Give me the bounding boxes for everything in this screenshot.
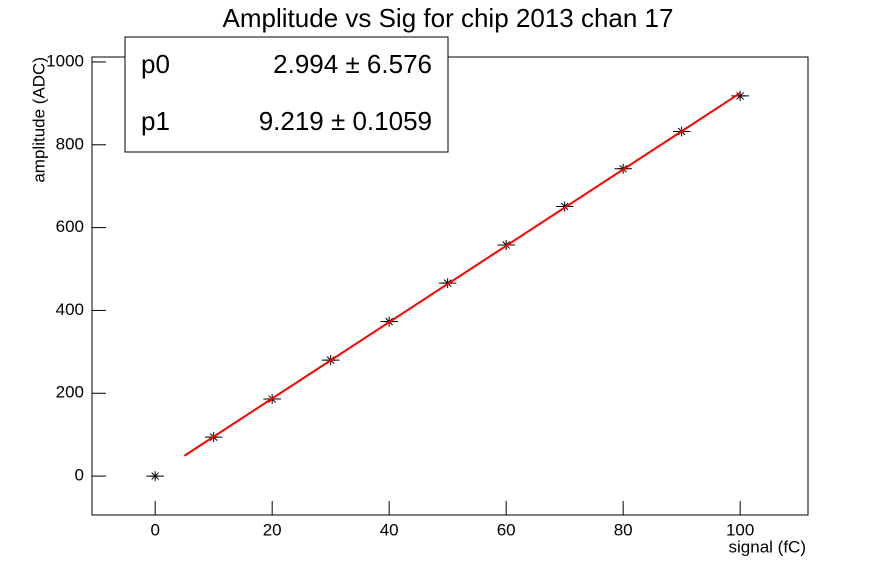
x-tick-label: 80 (614, 520, 633, 539)
x-axis-label: signal (fC) (729, 537, 806, 556)
stats-name: p0 (141, 49, 170, 79)
marker (150, 471, 161, 482)
y-tick-label: 0 (75, 466, 84, 485)
y-tick-label: 1000 (46, 51, 84, 70)
y-tick-label: 200 (56, 383, 84, 402)
stats-value: 9.219 ± 0.1059 (259, 106, 432, 136)
x-tick-label: 60 (497, 520, 516, 539)
x-tick-label: 0 (150, 520, 159, 539)
x-tick-label: 100 (726, 520, 754, 539)
plot-frame (91, 56, 809, 516)
stats-name: p1 (141, 106, 170, 136)
stats-box (124, 36, 449, 153)
y-tick-label: 800 (56, 134, 84, 153)
marker (735, 90, 746, 101)
chart-title: Amplitude vs Sig for chip 2013 chan 17 (223, 3, 674, 33)
y-tick-label: 600 (56, 217, 84, 236)
fit-line (183, 92, 741, 457)
y-tick-label: 400 (56, 300, 84, 319)
x-tick-label: 20 (263, 520, 282, 539)
x-tick-label: 40 (380, 520, 399, 539)
y-axis-label: amplitude (ADC) (29, 57, 48, 183)
stats-value: 2.994 ± 6.576 (273, 49, 432, 79)
